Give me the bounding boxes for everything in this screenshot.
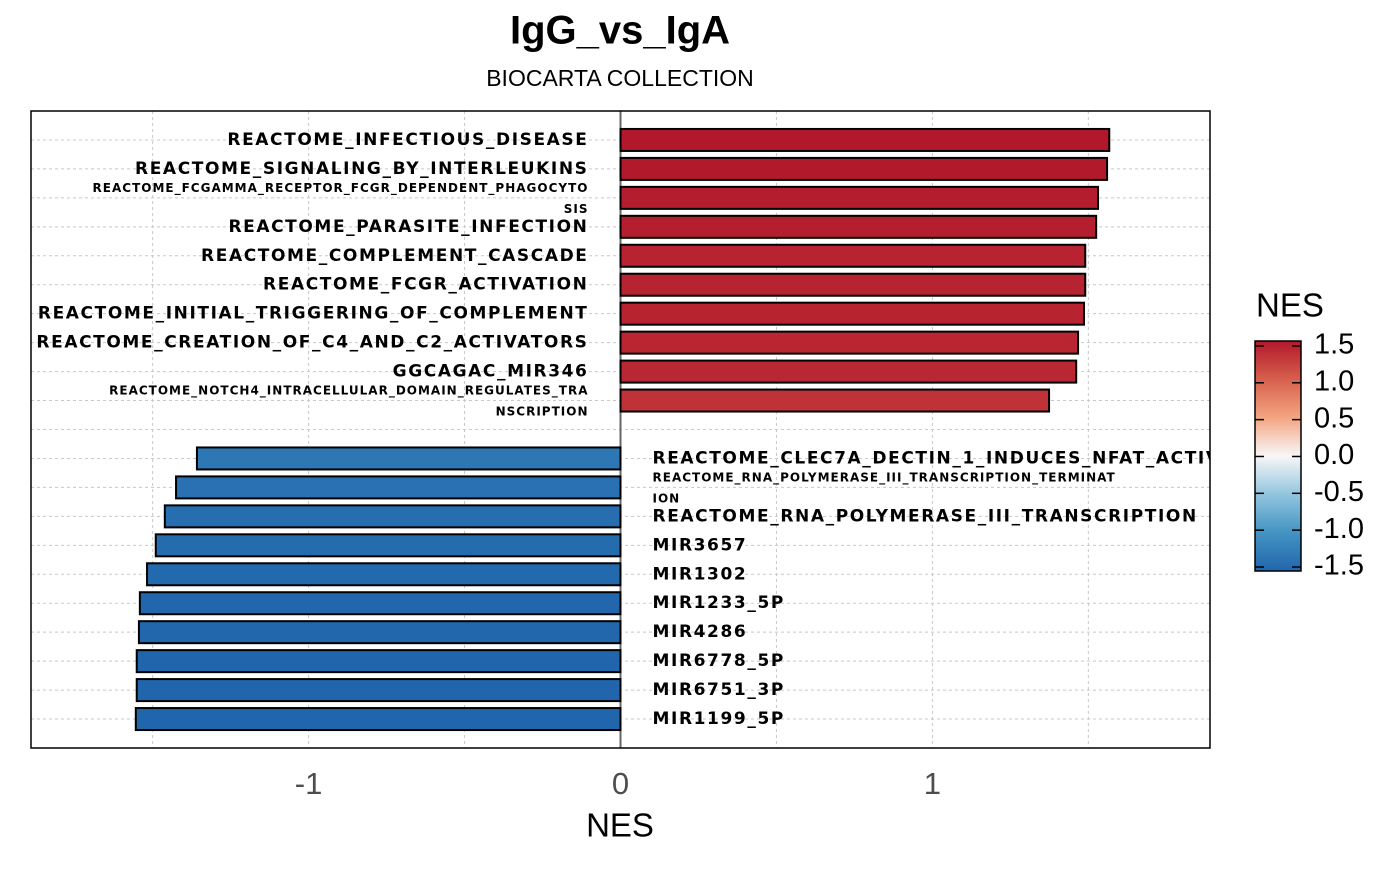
bar [619,214,1098,239]
colorbar-tick-label: 1.0 [1314,365,1354,397]
category-label: REACTOME_CREATION_OF_C4_AND_C2_ACTIVATOR… [36,333,588,353]
category-label: MIR6751_3P [653,680,785,700]
bar [146,562,622,587]
label-line: SIS [564,201,589,215]
chart-subtitle: BIOCARTA COLLECTION [486,65,754,91]
x-tick-label: 1 [924,766,941,801]
bars [134,127,1111,732]
bar [154,533,622,558]
bar [135,678,622,703]
category-label: REACTOME_INFECTIOUS_DISEASE [227,130,588,150]
bar [135,649,622,674]
bar [195,446,622,471]
bar [619,301,1085,326]
category-labels: REACTOME_INFECTIOUS_DISEASE REACTOME_SIGN… [36,130,1286,729]
x-axis-title: NES [586,807,654,844]
category-label: REACTOME_RNA_POLYMERASE_III_TRANSCRIPTIO… [653,506,1198,526]
colorbar-tick-label: 0.5 [1314,402,1354,434]
bar [619,185,1100,210]
colorbar-tick-label: -1.0 [1314,513,1364,545]
colorbar-tick-label: -1.5 [1314,550,1364,582]
category-label: MIR1199_5P [653,709,785,729]
chart-title: IgG_vs_IgA [510,9,730,53]
category-label: GGCAGAC_MIR346 [393,362,589,382]
category-label: REACTOME_CLEC7A_DECTIN_1_INDUCES_NFAT_AC… [653,448,1286,468]
label-line: NSCRIPTION [496,404,589,418]
category-label: REACTOME_INITIAL_TRIGGERING_OF_COMPLEMEN… [38,304,589,324]
x-tick-label: 0 [612,766,629,801]
category-label: REACTOME_SIGNALING_BY_INTERLEUKINS [135,159,588,179]
x-tick-label: -1 [295,766,323,801]
label-line: REACTOME_NOTCH4_INTRACELLULAR_DOMAIN_REG… [109,383,588,398]
category-label: REACTOME_PARASITE_INFECTION [228,217,588,237]
category-label: MIR1233_5P [653,593,785,613]
label-line: ION [653,491,681,505]
colorbar-tick-label: 0.0 [1314,439,1354,471]
bar [134,707,622,732]
bar [137,620,622,645]
bar [175,475,622,500]
category-label: REACTOME_RNA_POLYMERASE_III_TRANSCRIPTIO… [653,470,1116,505]
bar [619,156,1109,181]
bar [619,388,1051,413]
bar [619,330,1080,355]
category-label: REACTOME_NOTCH4_INTRACELLULAR_DOMAIN_REG… [109,383,588,418]
category-label: REACTOME_FCGAMMA_RECEPTOR_FCGR_DEPENDENT… [93,180,589,215]
label-line: REACTOME_RNA_POLYMERASE_III_TRANSCRIPTIO… [653,470,1116,485]
bar [138,591,622,616]
category-label: REACTOME_FCGR_ACTIVATION [263,275,588,295]
bar [619,243,1087,268]
bar [619,272,1087,297]
bar [619,359,1078,384]
category-label: MIR6778_5P [653,651,785,671]
colorbar-tick-label: 1.5 [1314,329,1354,361]
category-label: MIR3657 [653,535,748,555]
category-label: MIR4286 [653,622,748,642]
category-label: REACTOME_COMPLEMENT_CASCADE [201,246,588,266]
colorbar-tick-label: -0.5 [1314,476,1364,508]
panel-border [30,110,1211,749]
legend: 1.5 1.0 0.5 0.0 -0.5 -1.0 -1.5 [1254,329,1364,582]
category-label: MIR1302 [653,564,748,584]
label-line: REACTOME_FCGAMMA_RECEPTOR_FCGR_DEPENDENT… [93,180,589,195]
legend-title: NES [1256,287,1324,324]
bar [163,504,622,529]
bar [619,127,1111,152]
